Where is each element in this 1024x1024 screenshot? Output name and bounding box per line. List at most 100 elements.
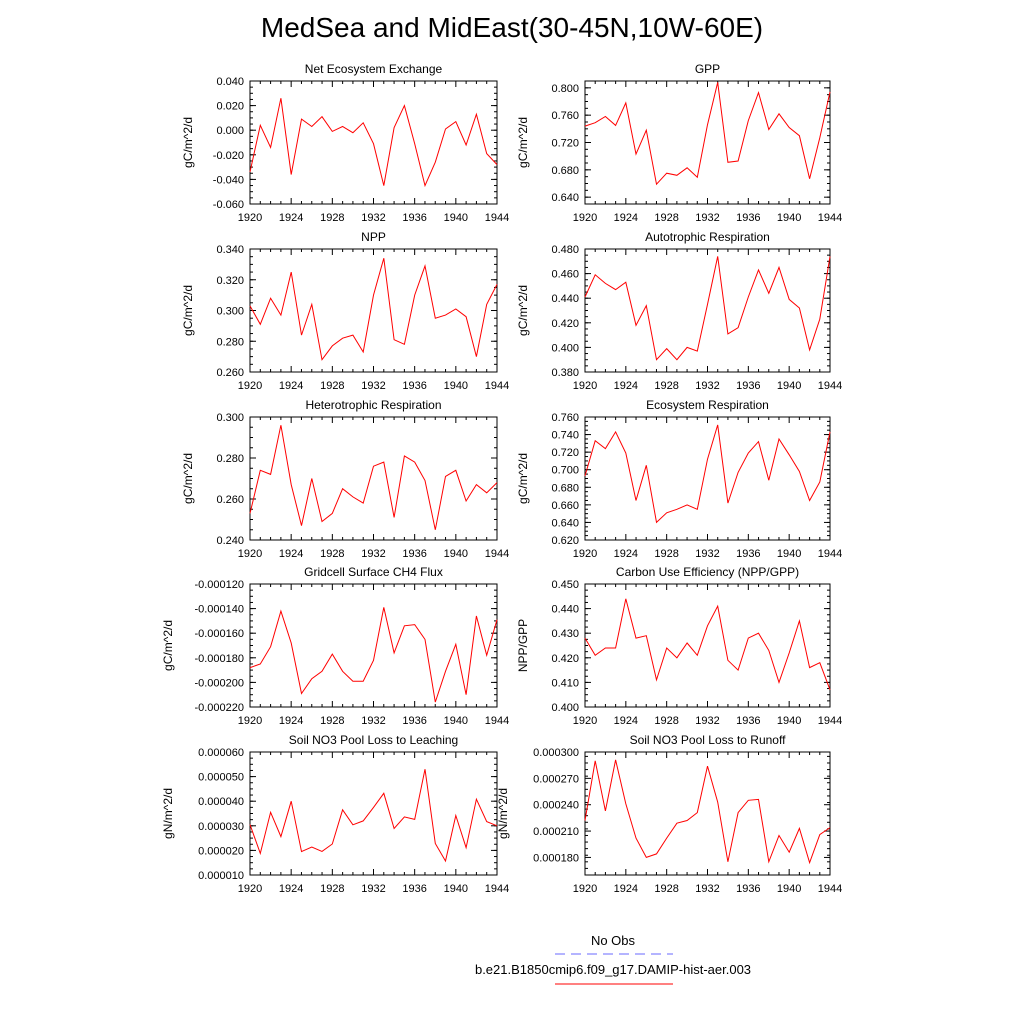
x-tick-label: 1940 — [444, 883, 468, 895]
series-line — [584, 82, 831, 186]
y-tick-label: 0.020 — [216, 101, 244, 113]
x-tick-label: 1940 — [777, 883, 801, 895]
x-tick-label: 1944 — [485, 715, 509, 727]
y-tick-label: 0.640 — [551, 192, 579, 204]
series-line — [584, 759, 831, 865]
x-tick-label: 1940 — [444, 548, 468, 560]
x-tick-label: 1940 — [444, 212, 468, 224]
plot-frame — [249, 751, 498, 876]
y-tick-label: 0.460 — [551, 269, 579, 281]
y-tick-label: 0.440 — [551, 604, 579, 616]
x-tick-label: 1924 — [279, 212, 303, 224]
y-tick-label: 0.000010 — [198, 870, 244, 882]
plot-frame — [584, 583, 831, 708]
y-tick-label: -0.040 — [213, 174, 244, 186]
plot-frame — [584, 80, 831, 205]
y-tick-label: 0.800 — [551, 83, 579, 95]
y-tick-label: 0.400 — [551, 702, 579, 714]
x-tick-label: 1932 — [695, 380, 719, 392]
x-tick-label: 1928 — [654, 380, 678, 392]
chart-panel: Autotrophic Respiration gC/m^2/d 1920 1924 1… — [516, 230, 842, 392]
x-tick-label: 1920 — [238, 715, 262, 727]
x-tick-label: 1944 — [818, 380, 842, 392]
x-tick-label: 1928 — [320, 715, 344, 727]
y-tick-label: 0.000020 — [198, 845, 244, 857]
y-tick-label: 0.440 — [551, 293, 579, 305]
y-tick-label: -0.000140 — [194, 604, 244, 616]
chart-panel: Soil NO3 Pool Loss to Leaching gN/m^2/d 19… — [161, 733, 509, 895]
x-tick-label: 1924 — [614, 380, 638, 392]
panel-title: Soil NO3 Pool Loss to Leaching — [289, 733, 458, 747]
y-axis-label: gC/m^2/d — [516, 285, 530, 336]
y-tick-label: 0.000300 — [533, 747, 579, 759]
x-tick-label: 1928 — [320, 380, 344, 392]
x-tick-label: 1932 — [361, 715, 385, 727]
y-tick-label: 0.260 — [216, 367, 244, 379]
series-line — [249, 258, 498, 361]
panel-title: Net Ecosystem Exchange — [305, 62, 443, 76]
chart-panel: Gridcell Surface CH4 Flux gC/m^2/d 1920 192… — [161, 565, 509, 727]
y-tick-label: -0.000180 — [194, 653, 244, 665]
plot-frame — [584, 751, 831, 876]
x-tick-label: 1932 — [361, 883, 385, 895]
y-tick-label: 0.000240 — [533, 800, 579, 812]
x-tick-label: 1936 — [736, 380, 760, 392]
y-tick-label: 0.260 — [216, 494, 244, 506]
x-tick-label: 1920 — [573, 380, 597, 392]
y-tick-label: 0.450 — [551, 579, 579, 591]
y-tick-label: 0.000270 — [533, 773, 579, 785]
x-tick-label: 1932 — [695, 212, 719, 224]
x-tick-label: 1932 — [695, 883, 719, 895]
x-tick-label: 1924 — [279, 883, 303, 895]
y-tick-label: 0.680 — [551, 165, 579, 177]
x-tick-label: 1924 — [279, 380, 303, 392]
y-tick-label: 0.000 — [216, 125, 244, 137]
x-tick-label: 1920 — [573, 212, 597, 224]
panel-title: Gridcell Surface CH4 Flux — [304, 565, 443, 579]
y-axis-label: gN/m^2/d — [496, 788, 510, 839]
x-tick-label: 1940 — [777, 212, 801, 224]
panel-title: Ecosystem Respiration — [646, 398, 769, 412]
x-tick-label: 1924 — [279, 715, 303, 727]
chart-panel: NPP gC/m^2/d 1920 1924 1928 1932 1936 1940 1944 0… — [181, 230, 509, 392]
y-tick-label: -0.000160 — [194, 628, 244, 640]
x-tick-label: 1944 — [818, 212, 842, 224]
series-line — [249, 425, 498, 530]
panel-title: NPP — [361, 230, 386, 244]
y-tick-label: 0.720 — [551, 138, 579, 150]
plot-frame — [249, 248, 498, 373]
y-axis-label: NPP/GPP — [516, 619, 530, 672]
y-tick-label: 0.720 — [551, 447, 579, 459]
series-line — [584, 256, 831, 361]
series-line — [249, 769, 498, 863]
x-tick-label: 1920 — [238, 212, 262, 224]
x-tick-label: 1932 — [695, 715, 719, 727]
y-tick-label: 0.000180 — [533, 852, 579, 864]
plot-frame — [584, 248, 831, 373]
figure-title: MedSea and MidEast(30-45N,10W-60E) — [260, 12, 764, 43]
y-tick-label: 0.000210 — [533, 826, 579, 838]
x-tick-label: 1920 — [573, 715, 597, 727]
y-tick-label: 0.760 — [551, 412, 579, 424]
y-tick-label: 0.740 — [551, 430, 579, 442]
x-tick-label: 1940 — [444, 380, 468, 392]
y-tick-label: -0.000220 — [194, 702, 244, 714]
x-tick-label: 1924 — [614, 883, 638, 895]
series-line — [249, 607, 498, 703]
x-tick-label: 1928 — [320, 883, 344, 895]
y-tick-label: 0.340 — [216, 244, 244, 256]
x-tick-label: 1928 — [654, 212, 678, 224]
x-tick-label: 1932 — [695, 548, 719, 560]
y-tick-label: 0.420 — [551, 653, 579, 665]
y-tick-label: 0.760 — [551, 110, 579, 122]
x-tick-label: 1920 — [573, 548, 597, 560]
y-tick-label: -0.020 — [213, 150, 244, 162]
y-tick-label: 0.300 — [216, 412, 244, 424]
y-tick-label: 0.680 — [551, 482, 579, 494]
y-tick-label: 0.000060 — [198, 747, 244, 759]
y-tick-label: 0.400 — [551, 342, 579, 354]
plot-frame — [249, 583, 498, 708]
x-tick-label: 1936 — [402, 548, 426, 560]
x-tick-label: 1920 — [238, 380, 262, 392]
chart-panel: GPP gC/m^2/d 1920 1924 1928 1932 1936 1940 1944 0… — [516, 62, 842, 224]
